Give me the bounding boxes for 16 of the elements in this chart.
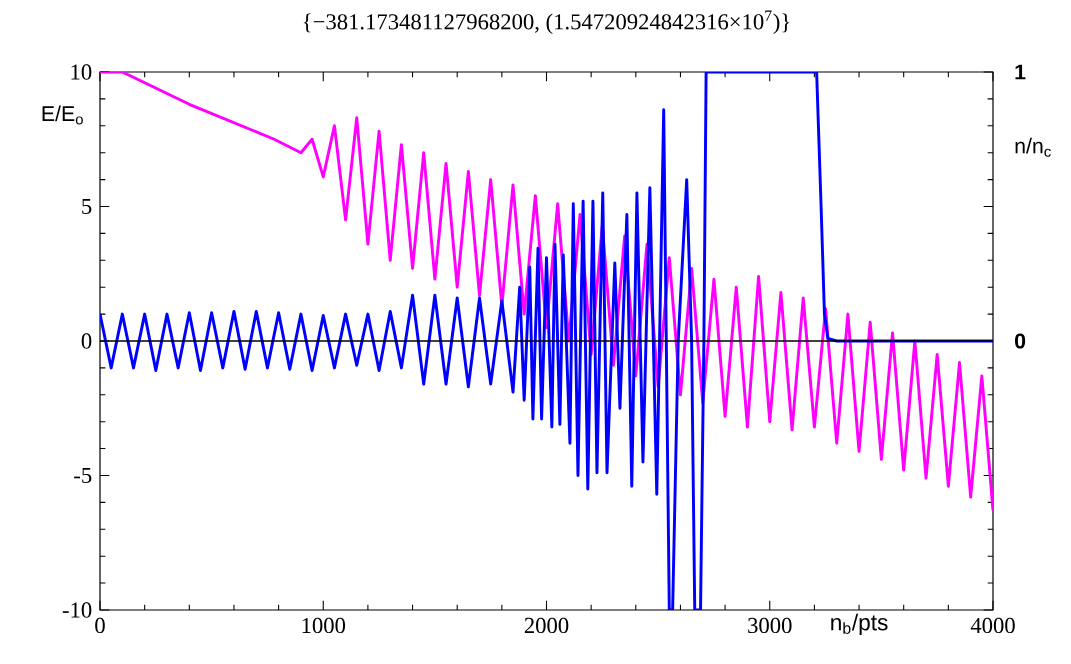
y-axis-title: E/E$_{o}$ <box>42 105 83 125</box>
y-tick-label: -5 <box>74 467 92 484</box>
chart-title: {−381.173481127968200, (1.54720924842316×10$^{7}$)} <box>303 10 790 35</box>
x-tick-label: 2000 <box>524 617 569 634</box>
x-tick-label: 0 <box>95 617 105 634</box>
x-axis-title: n$_{b}$/pts <box>831 613 888 635</box>
x-tick-label: 4000 <box>970 617 1015 634</box>
y-tick-label: 5 <box>82 198 92 215</box>
y2-tick-label: 1 <box>1015 64 1026 80</box>
x-tick-label: 3000 <box>748 617 792 634</box>
y-tick-label: -10 <box>62 602 92 618</box>
y-tick-label: 0 <box>81 333 92 349</box>
x-tick-label: 1000 <box>302 617 346 634</box>
y2-axis-title: n/n$_{c}$ <box>1015 137 1051 157</box>
y-tick-label: 10 <box>71 64 92 80</box>
y2-tick-label: 0 <box>1015 333 1026 349</box>
